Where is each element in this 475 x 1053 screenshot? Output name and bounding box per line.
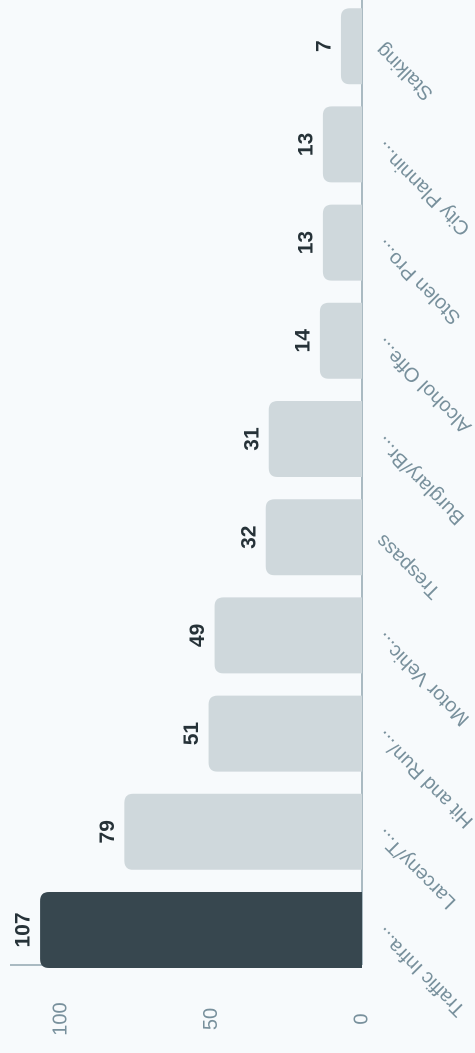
- x-tick-label: Traffic Infra...: [372, 923, 470, 1021]
- value-label: 79: [96, 820, 119, 843]
- x-tick-label: Larceny/T...: [372, 825, 461, 914]
- x-tick-label: City Plannin...: [372, 137, 475, 240]
- value-label: 14: [291, 329, 314, 353]
- bar: [322, 204, 362, 281]
- bar: [268, 401, 362, 477]
- bar: [340, 8, 362, 85]
- value-label: 31: [240, 427, 263, 451]
- value-label: 13: [294, 133, 317, 156]
- x-tick-label: Stolen Pro...: [372, 235, 465, 328]
- y-tick-label: 100: [49, 1002, 71, 1035]
- x-tick-label: Trespass: [372, 530, 445, 603]
- value-label: 32: [237, 526, 260, 549]
- y-tick-label: 0: [350, 1013, 372, 1024]
- x-tick-label: Stalking: [372, 39, 438, 105]
- x-tick-label: Motor Vehic...: [372, 628, 474, 730]
- value-label: 13: [294, 231, 317, 254]
- value-label: 107: [12, 912, 35, 947]
- x-tick-label: Hit and Run/...: [372, 726, 475, 832]
- bar: [265, 499, 362, 576]
- bar: [124, 793, 362, 870]
- bar: [208, 695, 362, 772]
- value-label: 7: [312, 40, 335, 52]
- bar: [322, 106, 362, 183]
- value-label: 49: [186, 624, 209, 647]
- bar: [319, 302, 362, 379]
- bar: [40, 892, 362, 968]
- bar: [214, 597, 362, 674]
- x-tick-label: Burglary/Br...: [372, 432, 469, 529]
- x-tick-label: Alcohol Offe...: [372, 334, 475, 438]
- y-tick-label: 50: [200, 1008, 222, 1030]
- value-label: 51: [180, 722, 203, 746]
